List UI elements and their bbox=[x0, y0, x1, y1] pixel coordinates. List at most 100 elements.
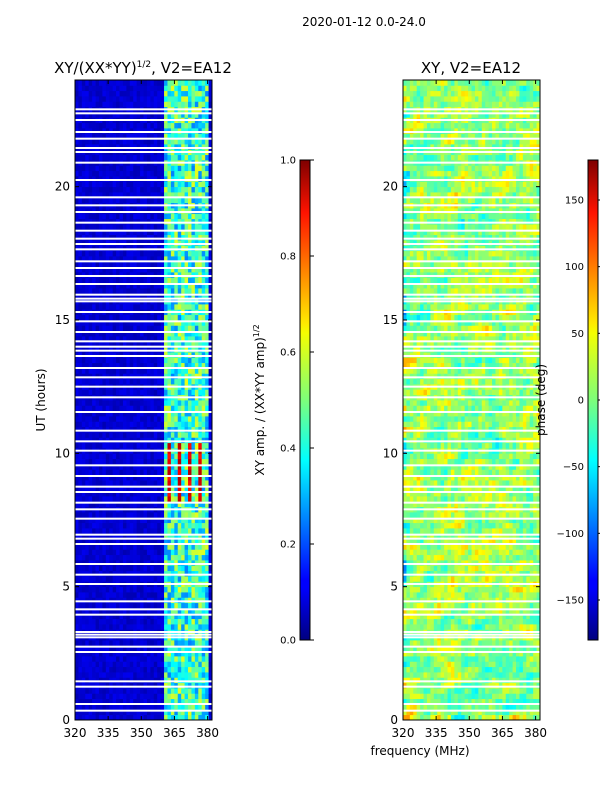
heatmap-cell bbox=[85, 240, 90, 246]
heatmap-cell bbox=[119, 266, 124, 273]
heatmap-cell bbox=[88, 480, 93, 486]
heatmap-cell bbox=[102, 224, 107, 230]
heatmap-cell bbox=[146, 480, 151, 486]
heatmap-cell bbox=[181, 666, 185, 673]
heatmap-cell bbox=[167, 480, 172, 486]
heatmap-cell bbox=[184, 368, 189, 374]
flagged-row bbox=[75, 331, 212, 333]
heatmap-cell bbox=[160, 480, 165, 486]
heatmap-cell bbox=[143, 682, 148, 689]
flagged-row bbox=[75, 685, 212, 688]
heatmap-cell bbox=[201, 176, 206, 182]
heatmap-cell bbox=[478, 714, 483, 720]
flagged-row bbox=[75, 680, 212, 683]
heatmap-cell bbox=[133, 336, 138, 342]
heatmap-cell bbox=[92, 608, 96, 614]
heatmap-cell bbox=[112, 288, 117, 294]
heatmap-cell bbox=[198, 85, 203, 92]
heatmap-cell bbox=[201, 544, 206, 550]
heatmap-cell bbox=[119, 650, 124, 657]
heatmap-cell bbox=[146, 490, 151, 497]
heatmap-cell bbox=[150, 650, 155, 657]
heatmap-cell bbox=[92, 714, 96, 720]
heatmap-cell bbox=[136, 522, 141, 529]
heatmap-cell bbox=[153, 112, 158, 118]
heatmap-cell bbox=[191, 688, 196, 694]
heatmap-cell bbox=[126, 661, 131, 668]
heatmap-cell bbox=[174, 325, 179, 332]
heatmap-cell bbox=[136, 362, 141, 369]
heatmap-cell bbox=[153, 688, 158, 694]
heatmap-cell bbox=[140, 656, 144, 662]
heatmap-cell bbox=[160, 549, 165, 556]
heatmap-cell bbox=[167, 560, 172, 566]
amplitude-colorbar[interactable]: 0.00.20.40.60.81.0 XY amp. / (XX*YY amp)… bbox=[252, 156, 314, 647]
amplitude-x-tick-label: 365 bbox=[163, 726, 186, 740]
heatmap-cell bbox=[129, 165, 134, 172]
heatmap-cell bbox=[126, 554, 131, 561]
heatmap-cell bbox=[160, 213, 165, 220]
heatmap-cell bbox=[122, 346, 127, 353]
heatmap-cell bbox=[112, 677, 117, 684]
heatmap-cell bbox=[184, 682, 189, 689]
heatmap-cell bbox=[98, 592, 103, 598]
heatmap-cell bbox=[78, 96, 83, 102]
heatmap-cell bbox=[85, 688, 90, 694]
heatmap-cell bbox=[109, 538, 114, 545]
heatmap-cell bbox=[174, 586, 179, 593]
heatmap-cell bbox=[194, 122, 199, 129]
heatmap-cell bbox=[208, 570, 212, 577]
heatmap-cell bbox=[136, 656, 141, 662]
heatmap-cell bbox=[81, 218, 86, 225]
heatmap-cell bbox=[143, 341, 148, 348]
heatmap-cell bbox=[126, 618, 131, 625]
heatmap-cell bbox=[157, 698, 162, 705]
heatmap-cell bbox=[208, 240, 212, 246]
heatmap-cell bbox=[136, 272, 141, 278]
heatmap-cell bbox=[157, 277, 162, 284]
heatmap-cell bbox=[184, 485, 189, 492]
heatmap-cell bbox=[498, 714, 503, 720]
heatmap-cell bbox=[153, 256, 158, 262]
heatmap-cell bbox=[170, 533, 175, 540]
heatmap-cell bbox=[198, 672, 203, 678]
heatmap-cell bbox=[181, 416, 185, 422]
heatmap-cell bbox=[205, 592, 209, 598]
heatmap-cell bbox=[167, 256, 172, 262]
heatmap-cell bbox=[119, 645, 124, 652]
heatmap-cell bbox=[75, 560, 79, 566]
heatmap-cell bbox=[85, 640, 90, 646]
heatmap-cell bbox=[205, 650, 209, 657]
heatmap-cell bbox=[188, 240, 192, 246]
heatmap-cell bbox=[98, 336, 103, 342]
heatmap-cell bbox=[198, 688, 203, 694]
heatmap-cell bbox=[81, 352, 86, 358]
heatmap-cell bbox=[174, 181, 179, 188]
flagged-row bbox=[75, 475, 212, 477]
heatmap-cell bbox=[208, 170, 212, 177]
phase-heatmap bbox=[403, 80, 540, 720]
heatmap-cell bbox=[164, 368, 168, 374]
heatmap-cell bbox=[208, 330, 212, 337]
heatmap-cell bbox=[119, 128, 124, 134]
heatmap-cell bbox=[177, 432, 182, 438]
heatmap-cell bbox=[191, 282, 196, 289]
heatmap-cell bbox=[177, 608, 182, 614]
heatmap-cell bbox=[177, 277, 182, 284]
heatmap-cell bbox=[177, 490, 182, 497]
heatmap-cell bbox=[184, 85, 189, 92]
heatmap-cell bbox=[85, 490, 90, 497]
heatmap-cell bbox=[157, 234, 162, 241]
phase-panel-title: XY, V2=EA12 bbox=[421, 59, 521, 77]
heatmap-cell bbox=[153, 181, 158, 188]
heatmap-cell bbox=[95, 490, 100, 497]
heatmap-cell bbox=[201, 336, 206, 342]
heatmap-cell bbox=[81, 677, 86, 684]
heatmap-cell bbox=[208, 416, 212, 422]
heatmap-cell bbox=[88, 490, 93, 497]
heatmap-cell bbox=[85, 538, 90, 545]
heatmap-cell bbox=[105, 693, 110, 700]
heatmap-cell bbox=[143, 709, 148, 716]
heatmap-cell bbox=[201, 560, 206, 566]
heatmap-cell bbox=[75, 378, 79, 385]
